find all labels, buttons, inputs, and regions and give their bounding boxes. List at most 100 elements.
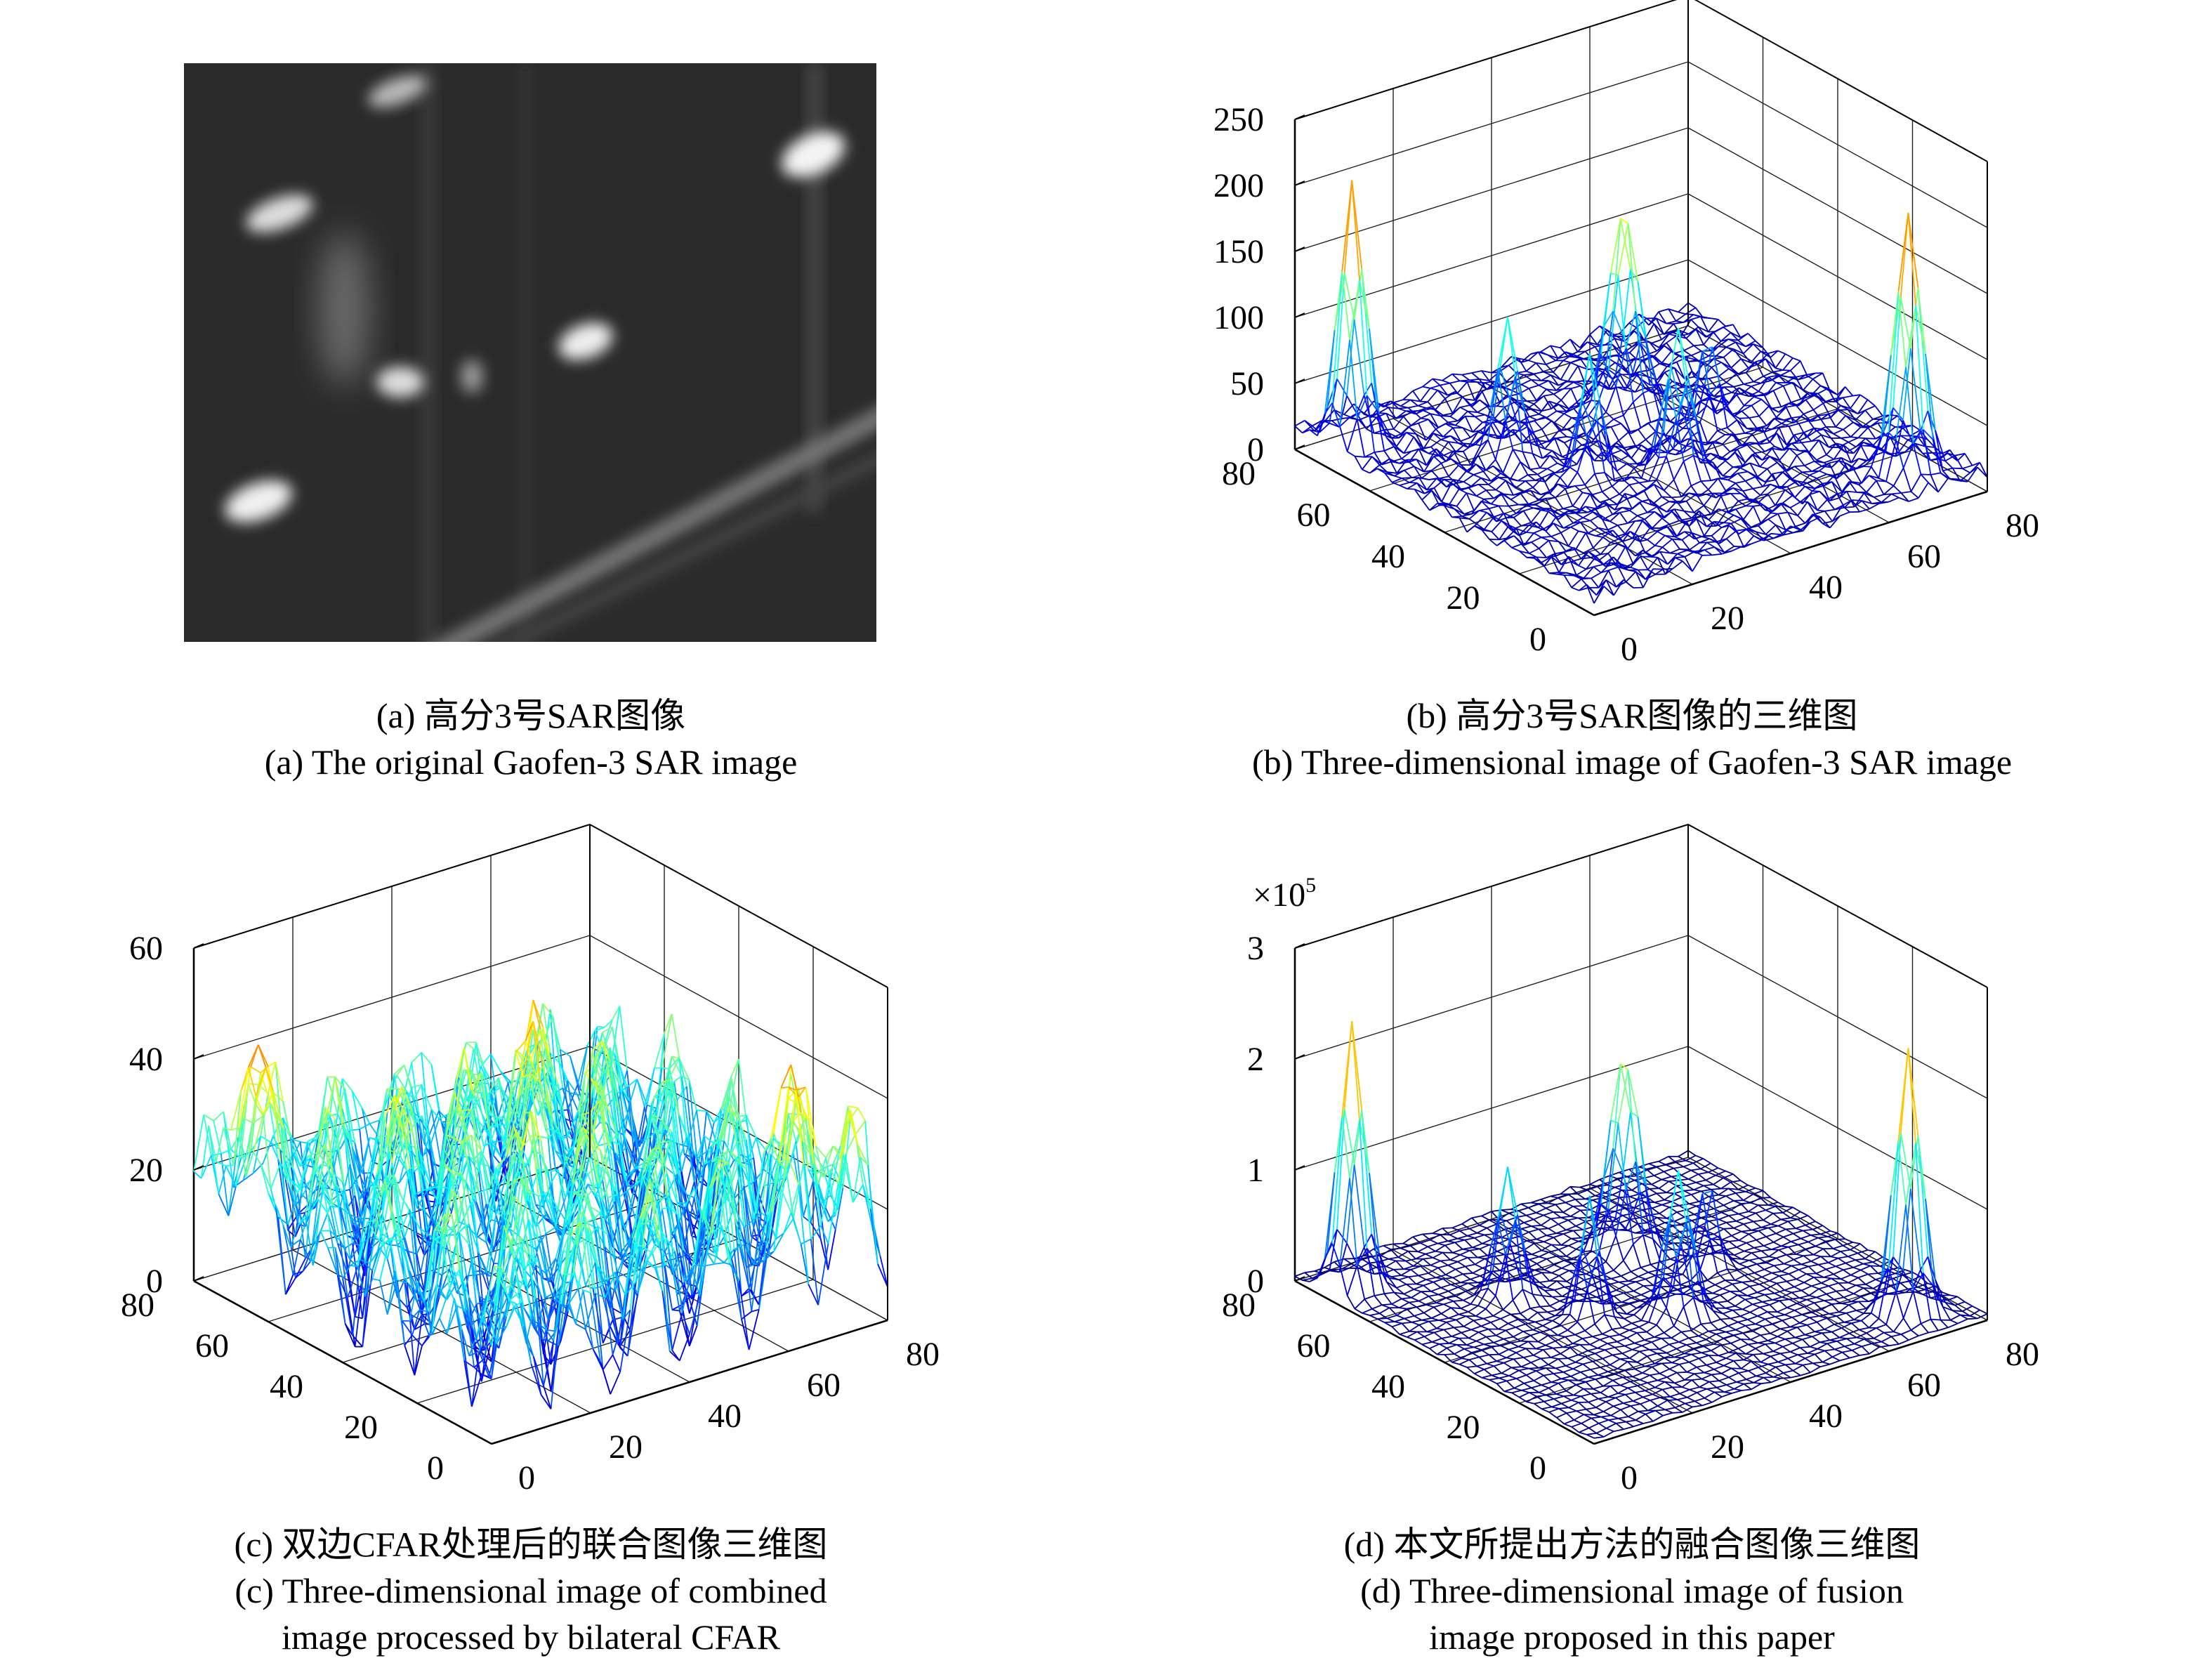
mesh-line [1838, 409, 1846, 416]
mesh-line [1685, 328, 1697, 339]
mesh-line [1722, 433, 1733, 445]
mesh-line [1794, 466, 1803, 473]
mesh-line [1560, 347, 1569, 357]
mesh-line [1556, 573, 1565, 576]
mesh-line [1716, 511, 1727, 527]
mesh-line [1900, 297, 1911, 349]
mesh-line [1426, 478, 1437, 491]
mesh-line [1408, 405, 1418, 409]
mesh-line [1600, 514, 1611, 522]
mesh-line [1418, 448, 1428, 466]
mesh-line [1482, 465, 1494, 472]
mesh-line [1962, 468, 1970, 473]
mesh-line [542, 1003, 553, 1017]
mesh-line [1560, 526, 1572, 534]
mesh-line [421, 1052, 433, 1065]
mesh-line [1713, 396, 1723, 412]
mesh-line [1902, 443, 1914, 468]
mesh-line [1544, 473, 1553, 482]
mesh-line [1401, 478, 1410, 483]
mesh-line [1499, 364, 1510, 373]
mesh-line [1642, 520, 1651, 529]
mesh-line [1602, 530, 1614, 538]
mesh-line [1897, 291, 1907, 368]
mesh-line [1359, 280, 1370, 329]
mesh-line [1681, 539, 1690, 551]
mesh-line [1385, 437, 1395, 447]
mesh-line [1417, 401, 1428, 407]
mesh-line [1897, 439, 1909, 454]
mesh-line [1735, 373, 1744, 385]
mesh-line [1385, 412, 1397, 419]
mesh-line [1764, 428, 1772, 433]
mesh-line [1611, 485, 1620, 495]
mesh-line [1607, 525, 1618, 531]
mesh-line [1700, 316, 1709, 332]
mesh-line [1473, 474, 1482, 479]
mesh-line [1743, 383, 1752, 388]
mesh-line [1795, 522, 1805, 527]
mesh-line [1684, 510, 1694, 513]
mesh-line [1654, 379, 1664, 409]
mesh-line [1657, 557, 1668, 565]
mesh-line [1922, 429, 1932, 475]
mesh-line [845, 1133, 857, 1155]
mesh-line [1418, 448, 1429, 454]
mesh-line [567, 1080, 576, 1137]
mesh-line [1513, 510, 1525, 518]
mesh-line [1589, 493, 1600, 503]
mesh-line [1723, 487, 1734, 494]
mesh-line [1518, 504, 1527, 506]
mesh-line [1687, 549, 1695, 553]
mesh-line [1617, 566, 1627, 583]
mesh-line [654, 1033, 665, 1068]
mesh-line [1586, 584, 1595, 604]
mesh-line [1838, 481, 1850, 499]
mesh-line [1804, 460, 1815, 466]
mesh-line [1496, 517, 1507, 522]
mesh-line [1346, 395, 1357, 414]
mesh-line [1610, 541, 1619, 545]
mesh-line [1663, 479, 1675, 492]
mesh-line [1477, 454, 1487, 471]
mesh-line [1595, 535, 1603, 538]
mesh-line [1510, 461, 1521, 480]
mesh-line [1388, 433, 1397, 447]
mesh-line [1769, 456, 1778, 463]
mesh-line [1850, 445, 1862, 463]
mesh-line [1635, 387, 1645, 393]
mesh-line [1765, 524, 1777, 535]
mesh-line [1412, 386, 1423, 392]
mesh-line [1423, 433, 1434, 449]
mesh-line [1418, 423, 1427, 441]
mesh-line [1767, 353, 1777, 369]
mesh-line [1541, 537, 1549, 541]
mesh-line [1790, 525, 1801, 531]
mesh-line [1755, 499, 1764, 506]
mesh-line [1751, 398, 1762, 407]
mesh-line [1475, 463, 1484, 472]
mesh-line [1619, 512, 1628, 524]
mesh-line [1558, 404, 1567, 412]
mesh-line [1693, 511, 1702, 517]
mesh-line [1585, 346, 1595, 353]
mesh-line [1453, 450, 1463, 452]
mesh-line [1456, 471, 1467, 484]
mesh-line [1734, 452, 1744, 466]
mesh-line [1484, 381, 1495, 384]
mesh-line [1341, 180, 1353, 272]
mesh-line [1627, 535, 1638, 549]
mesh-line [1404, 469, 1413, 478]
mesh-line [1664, 568, 1673, 575]
mesh-line [1570, 358, 1581, 364]
mesh-line [1329, 379, 1338, 423]
mesh-line [1833, 397, 1843, 400]
mesh-line [1815, 510, 1825, 515]
mesh-line [1691, 532, 1700, 544]
mesh-line [1798, 420, 1809, 425]
mesh-line [1430, 413, 1441, 416]
mesh-line [1633, 444, 1642, 447]
mesh-line [1381, 400, 1391, 405]
mesh-line [1615, 386, 1624, 416]
